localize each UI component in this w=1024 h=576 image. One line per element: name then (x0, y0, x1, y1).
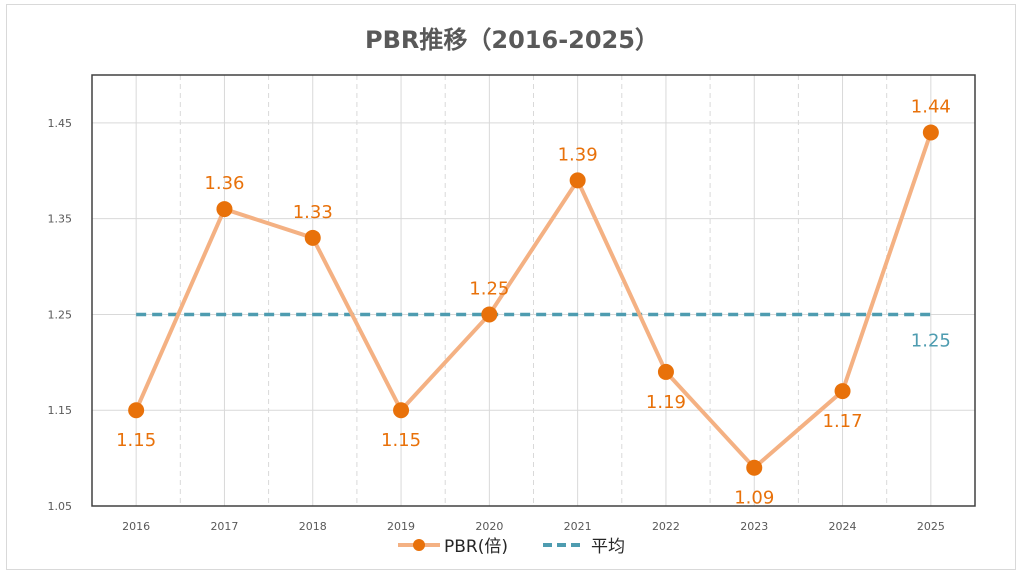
pbr-data-label: 1.33 (293, 202, 333, 223)
y-tick-label: 1.25 (48, 308, 73, 321)
pbr-data-point (304, 229, 321, 246)
pbr-line (134, 131, 933, 470)
pbr-data-label: 1.44 (911, 96, 951, 117)
x-tick-label: 2023 (740, 520, 768, 533)
pbr-data-point (746, 459, 763, 476)
legend-pbr-marker-icon (413, 539, 425, 551)
x-tick-label: 2020 (475, 520, 503, 533)
average-data-label: 1.25 (911, 330, 951, 351)
y-tick-label: 1.35 (48, 213, 73, 226)
pbr-data-label: 1.19 (646, 392, 686, 413)
pbr-data-label: 1.25 (469, 278, 509, 299)
pbr-data-point (128, 402, 145, 419)
pbr-data-point (216, 201, 233, 218)
chart-frame (6, 4, 1016, 570)
x-tick-label: 2017 (210, 520, 238, 533)
x-tick-label: 2025 (917, 520, 945, 533)
x-tick-label: 2019 (387, 520, 415, 533)
pbr-data-point (922, 124, 939, 141)
y-tick-label: 1.05 (48, 500, 73, 513)
x-tick-label: 2016 (122, 520, 150, 533)
pbr-data-point (657, 363, 674, 380)
chart-title: PBR推移（2016-2025） (365, 26, 659, 54)
y-tick-label: 1.45 (48, 117, 73, 130)
y-tick-label: 1.15 (48, 404, 73, 417)
pbr-data-label: 1.15 (381, 430, 421, 451)
x-tick-label: 2024 (829, 520, 857, 533)
x-tick-label: 2021 (564, 520, 592, 533)
pbr-data-point (569, 172, 586, 189)
pbr-data-label: 1.15 (116, 430, 156, 451)
pbr-data-point (393, 402, 410, 419)
legend: PBR(倍) 平均 (398, 537, 625, 557)
legend-pbr-label: PBR(倍) (444, 537, 508, 557)
pbr-data-label: 1.17 (823, 411, 863, 432)
legend-average-label: 平均 (591, 537, 625, 557)
pbr-data-label: 1.09 (734, 488, 774, 509)
pbr-data-point (481, 306, 498, 323)
x-tick-label: 2022 (652, 520, 680, 533)
pbr-data-point (834, 383, 851, 400)
pbr-data-label: 1.39 (558, 144, 598, 165)
x-tick-label: 2018 (299, 520, 327, 533)
pbr-data-label: 1.36 (204, 173, 244, 194)
plot-area-border (91, 74, 976, 507)
